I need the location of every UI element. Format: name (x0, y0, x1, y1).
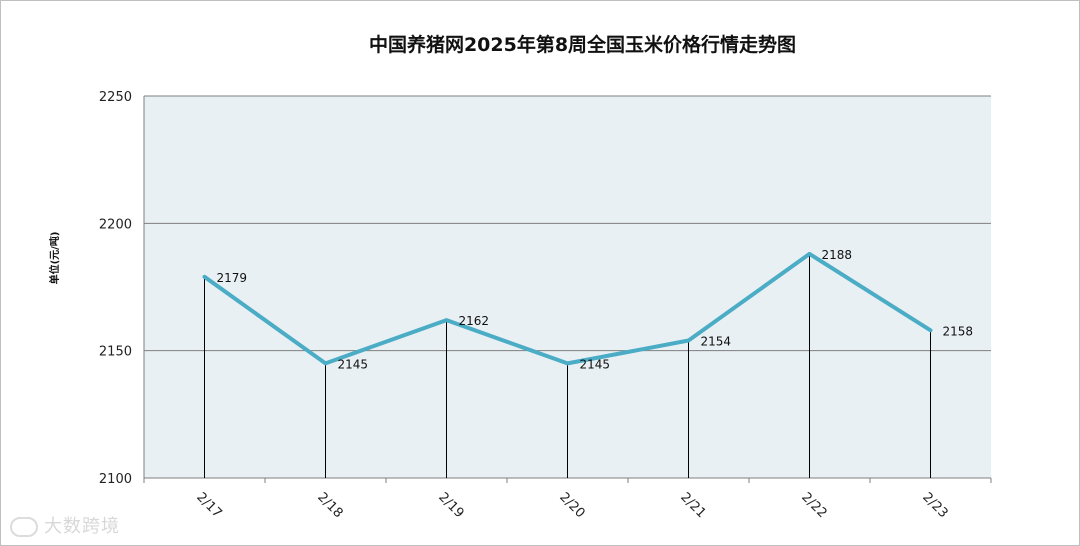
series-line-group (202, 251, 933, 366)
data-label: 2145 (338, 357, 369, 371)
watermark: 大数跨境 (10, 512, 120, 538)
data-point (566, 361, 569, 365)
x-tick-label: 2/23 (919, 490, 950, 521)
y-tick-label: 2100 (99, 472, 132, 487)
data-point (445, 318, 448, 322)
watermark-text: 大数跨境 (44, 516, 120, 537)
x-tick-label: 2/19 (435, 490, 466, 521)
data-point (687, 338, 690, 342)
x-tick-label: 2/17 (193, 490, 224, 521)
y-tick-label: 2150 (99, 345, 132, 360)
y-axis-label: 单位(元/吨) (48, 232, 61, 285)
data-point (203, 275, 206, 279)
data-label: 2145 (580, 357, 611, 371)
data-point (929, 328, 932, 332)
chart-title: 中国养猪网2025年第8周全国玉米价格行情走势图 (368, 34, 797, 56)
data-label: 2179 (217, 271, 248, 285)
y-tick-label: 2200 (99, 217, 132, 232)
x-tick-label: 2/21 (677, 490, 708, 521)
data-point (808, 252, 811, 256)
data-label: 2162 (459, 314, 490, 328)
logo-icon (10, 517, 38, 537)
data-labels: 2179 2145 2162 2145 2154 2188 2158 (217, 248, 974, 372)
y-axis-ticks: 2100 2150 2200 2250 (99, 90, 132, 487)
x-tick-label: 2/22 (798, 490, 829, 521)
data-label: 2188 (822, 248, 853, 262)
x-tick-label: 2/20 (556, 490, 587, 521)
data-label: 2158 (943, 324, 974, 338)
x-tick-label: 2/18 (314, 490, 345, 521)
y-tick-label: 2250 (99, 90, 132, 105)
drop-lines (204, 253, 931, 478)
data-label: 2154 (701, 334, 732, 348)
data-point (324, 361, 327, 365)
